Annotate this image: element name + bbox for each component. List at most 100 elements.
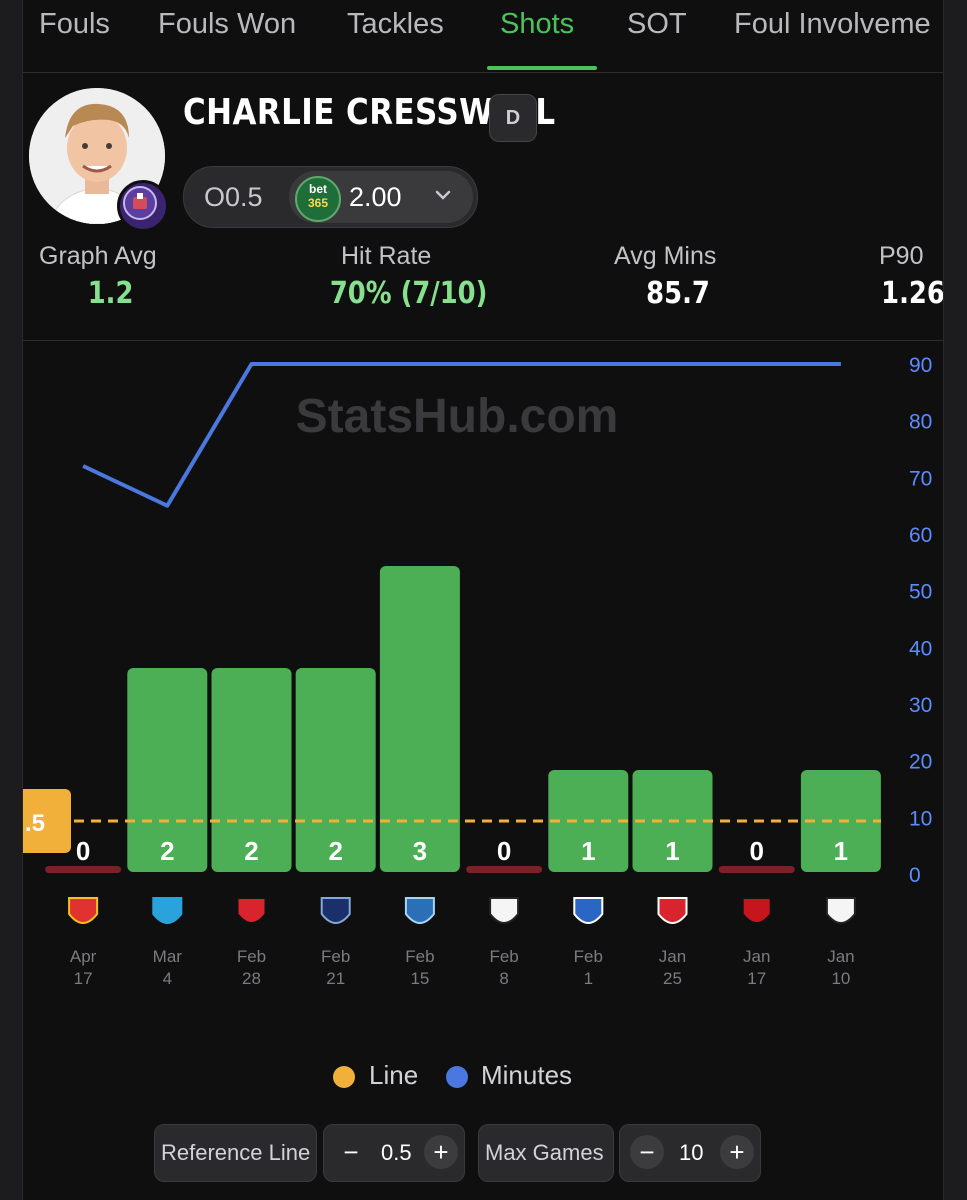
x-axis-day: 28 xyxy=(242,969,261,988)
line-odds-selector[interactable]: O0.5 bet 365 2.00 xyxy=(183,166,478,228)
angers-crest-icon xyxy=(825,897,856,924)
max-games-increment-button[interactable]: + xyxy=(720,1135,754,1169)
active-tab-indicator xyxy=(487,66,597,70)
tab-fouls-won[interactable]: Fouls Won xyxy=(158,8,297,40)
x-axis-day: 21 xyxy=(326,969,345,988)
avg-mins-label: Avg Mins xyxy=(614,242,717,270)
y-axis-tick: 30 xyxy=(909,694,932,717)
odds-dropdown[interactable]: bet 365 2.00 xyxy=(289,171,473,223)
reference-line-tag xyxy=(23,789,71,853)
x-axis-month: Feb xyxy=(405,947,434,966)
x-axis-month: Apr xyxy=(70,947,97,966)
shot-bar-zero xyxy=(466,866,543,873)
max-games-value: 10 xyxy=(679,1140,704,1165)
x-axis-month: Jan xyxy=(827,947,854,966)
x-axis-month: Jan xyxy=(659,947,686,966)
x-axis-month: Feb xyxy=(237,947,266,966)
tab-sot[interactable]: SOT xyxy=(627,8,687,40)
x-axis-day: 25 xyxy=(663,969,682,988)
reference-line-stepper: − 0.5 + xyxy=(323,1124,465,1182)
y-axis-tick: 70 xyxy=(909,467,932,490)
divider xyxy=(23,340,943,341)
y-axis-tick: 0 xyxy=(909,864,921,887)
bar-value-label: 2 xyxy=(160,836,174,866)
le-havre-crest-icon xyxy=(404,897,435,924)
hit-rate-value: 70% (7/10) xyxy=(329,276,488,311)
legend-line-label[interactable]: Line xyxy=(369,1060,419,1090)
x-axis-day: 4 xyxy=(163,969,172,988)
bet365-logo-icon: bet 365 xyxy=(295,176,341,222)
paris-fc-crest-icon xyxy=(320,897,351,924)
y-axis-tick: 10 xyxy=(909,807,932,830)
rennes-crest-icon xyxy=(236,897,267,924)
shot-bar-zero xyxy=(45,866,122,873)
shot-bar-zero xyxy=(718,866,795,873)
x-axis-day: 1 xyxy=(584,969,593,988)
club-badge-icon xyxy=(117,180,169,232)
x-axis-month: Mar xyxy=(153,947,183,966)
bar-value-label: 3 xyxy=(413,836,427,866)
x-axis-day: 10 xyxy=(831,969,850,988)
reference-line-value: 0.5 xyxy=(381,1140,412,1165)
marseille-crest-icon xyxy=(152,897,183,924)
reference-line-tag-label: .5 xyxy=(25,810,45,837)
x-axis-day: 8 xyxy=(499,969,508,988)
angers-crest-icon xyxy=(489,897,520,924)
player-stats-panel: Fouls Fouls Won Tackles Shots SOT Foul I… xyxy=(22,0,944,1200)
bar-value-label: 1 xyxy=(581,836,595,866)
x-axis-day: 17 xyxy=(74,969,93,988)
minutes-line xyxy=(82,362,841,508)
legend-minutes-label[interactable]: Minutes xyxy=(481,1060,573,1090)
y-axis-tick: 50 xyxy=(909,581,932,604)
graph-avg-label: Graph Avg xyxy=(39,242,157,270)
tab-shots[interactable]: Shots xyxy=(500,8,575,40)
shot-bar xyxy=(379,566,460,872)
tab-tackles[interactable]: Tackles xyxy=(347,8,444,40)
x-axis-month: Feb xyxy=(321,947,350,966)
bar-value-label: 0 xyxy=(497,836,511,866)
bar-value-label: 2 xyxy=(328,836,342,866)
reference-line-label: Reference Line xyxy=(161,1140,311,1165)
y-axis-tick: 80 xyxy=(909,411,932,434)
nice-crest-icon xyxy=(741,897,772,924)
x-axis-month: Jan xyxy=(743,947,770,966)
x-axis-month: Feb xyxy=(574,947,603,966)
y-axis-tick: 60 xyxy=(909,524,932,547)
max-games-label: Max Games xyxy=(485,1140,604,1165)
legend-line-swatch xyxy=(333,1066,355,1088)
x-axis-day: 15 xyxy=(410,969,429,988)
watermark: StatsHub.com xyxy=(296,390,619,443)
y-axis-tick: 90 xyxy=(909,354,932,377)
max-games-decrement-button[interactable]: − xyxy=(630,1135,664,1169)
position-badge: D xyxy=(489,94,537,142)
bar-value-label: 2 xyxy=(244,836,258,866)
hit-rate-label: Hit Rate xyxy=(341,242,432,270)
auxerre-crest-icon xyxy=(573,897,604,924)
chevron-down-icon xyxy=(435,190,451,200)
avg-mins-value: 85.7 xyxy=(646,276,710,311)
x-axis-day: 17 xyxy=(747,969,766,988)
max-games-stepper: − 10 + xyxy=(619,1124,761,1182)
max-games-label-box: Max Games xyxy=(478,1124,614,1182)
x-axis-month: Feb xyxy=(489,947,518,966)
tab-foul-involvement[interactable]: Foul Involveme xyxy=(734,8,931,40)
legend-minutes-swatch xyxy=(446,1066,468,1088)
bar-value-label: 0 xyxy=(76,836,90,866)
y-axis-tick: 40 xyxy=(909,637,932,660)
bar-value-label: 1 xyxy=(834,836,848,866)
graph-avg-value: 1.2 xyxy=(87,276,134,311)
reference-line-increment-button[interactable]: + xyxy=(424,1135,458,1169)
rc-lens-crest-icon xyxy=(68,897,99,924)
brest-crest-icon xyxy=(657,897,688,924)
tab-fouls[interactable]: Fouls xyxy=(39,8,110,40)
odds-value: 2.00 xyxy=(349,182,402,212)
stat-tabs: Fouls Fouls Won Tackles Shots SOT Foul I… xyxy=(23,0,943,73)
bar-value-label: 0 xyxy=(749,836,763,866)
reference-line-label-box: Reference Line xyxy=(154,1124,317,1182)
line-label: O0.5 xyxy=(204,182,263,212)
p90-value: 1.26 xyxy=(881,276,944,311)
y-axis-tick: 20 xyxy=(909,751,932,774)
bar-value-label: 1 xyxy=(665,836,679,866)
reference-line-decrement-button[interactable]: − xyxy=(343,1136,359,1167)
